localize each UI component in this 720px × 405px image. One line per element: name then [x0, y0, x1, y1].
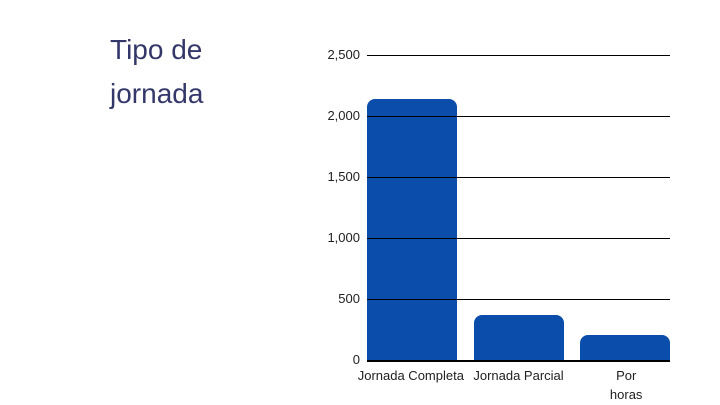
gridline-1000 [367, 238, 670, 239]
gridline-500 [367, 299, 670, 300]
bar-jornada-completa [367, 98, 457, 360]
plot-area [367, 55, 670, 362]
x-axis-labels: Jornada Completa Jornada Parcial Por horas [357, 366, 680, 404]
y-tick-label: 1,500 [327, 169, 360, 184]
y-tick-label: 500 [338, 291, 360, 306]
bar-jornada-parcial [473, 315, 564, 360]
bar-por-horas [580, 335, 670, 360]
gridline-1500 [367, 177, 670, 178]
chart-title: Tipo de jornada [110, 34, 204, 109]
y-tick-label: 2,000 [327, 108, 360, 123]
y-tick-label: 2,500 [327, 47, 360, 62]
gridline-2000 [367, 116, 670, 117]
gridline-2500 [367, 55, 670, 56]
x-tick-label-por-horas: Por horas [609, 368, 643, 402]
y-tick-label: 1,000 [327, 230, 360, 245]
x-tick-label-jornada-parcial: Jornada Parcial [473, 368, 564, 383]
bar-series [367, 55, 670, 360]
x-tick-label-jornada-completa: Jornada Completa [357, 368, 464, 383]
